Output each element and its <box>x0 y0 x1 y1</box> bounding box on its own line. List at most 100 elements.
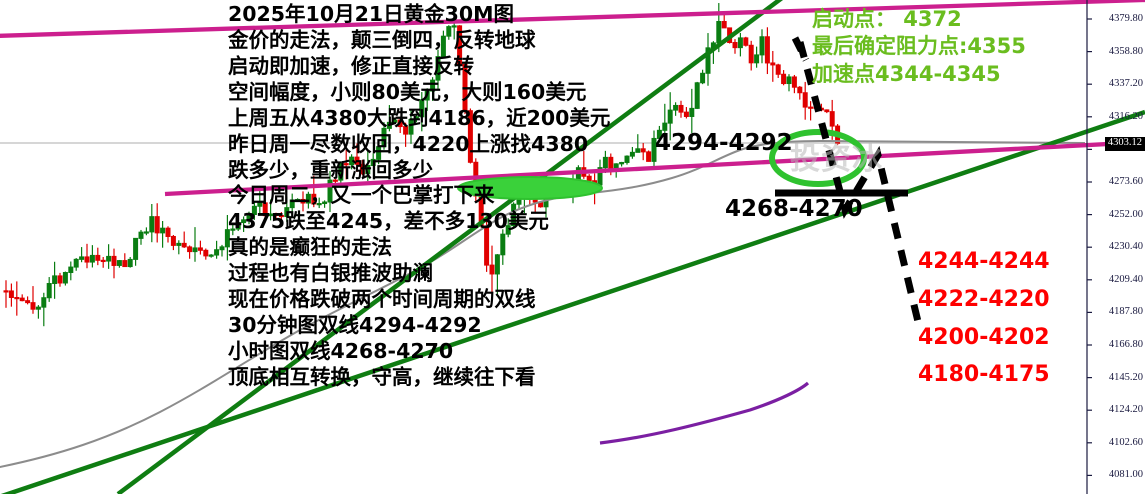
green-channel-lower <box>0 109 1145 494</box>
green-target-block: 启动点： 4372 最后确定阻力点:4355 加速点4344-4345 <box>812 6 1026 88</box>
candle-body <box>68 266 74 274</box>
candle-body <box>381 127 387 148</box>
price-axis-tick-label: 4187.80 <box>1108 306 1143 318</box>
candle-body <box>462 63 468 112</box>
forecast-zigzag-path <box>796 41 924 331</box>
candle-body <box>138 231 144 239</box>
candle-body <box>187 246 193 253</box>
candle-body <box>278 214 284 218</box>
candle-body <box>122 260 128 268</box>
candle-body <box>46 283 52 299</box>
candle-body <box>781 73 787 85</box>
candle-body <box>824 109 830 113</box>
price-axis-tick-label: 4081.00 <box>1108 469 1143 481</box>
candle-body <box>79 256 85 260</box>
candle-body <box>133 237 139 260</box>
candle-body <box>41 297 47 308</box>
candle-body <box>305 193 311 204</box>
candle-body <box>791 76 797 88</box>
candle-body <box>224 229 230 248</box>
current-price-badge: 4303.12 <box>1104 137 1145 151</box>
candle-body <box>748 44 754 64</box>
note-line-10: 真的是癫狂的走法 <box>228 235 392 260</box>
axis-tick-marks <box>1087 18 1092 476</box>
candle-body <box>656 129 662 139</box>
candle-body <box>505 225 511 235</box>
candle-body <box>511 203 517 227</box>
candle-body <box>73 258 79 268</box>
candle-body <box>284 207 290 218</box>
candle-body <box>322 201 328 205</box>
green-highlight-ellipse-left <box>457 176 603 200</box>
note-line-2: 金价的走法，颠三倒四，反转地球 <box>228 27 536 52</box>
candle-body <box>430 79 436 92</box>
candle-body <box>424 90 430 101</box>
green-target-line-1: 启动点： 4372 <box>812 7 962 31</box>
candle-body <box>219 246 225 251</box>
candle-body <box>737 37 743 49</box>
candle-body <box>376 146 382 160</box>
candle-body <box>678 104 684 113</box>
candle-body <box>619 161 625 165</box>
forecast-zigzag-lead <box>791 36 810 62</box>
candle-body <box>365 165 371 175</box>
price-axis-tick-label: 4337.20 <box>1108 78 1143 90</box>
candle-body <box>197 247 203 251</box>
candle-body <box>84 256 90 263</box>
candle-body <box>127 258 133 268</box>
candle-body <box>451 25 457 28</box>
candle-body <box>95 254 101 261</box>
candle-body <box>392 119 398 123</box>
candle-body <box>35 306 41 310</box>
price-axis-tick-label: 4166.80 <box>1108 339 1143 350</box>
candle-body <box>651 137 657 162</box>
candle-body <box>662 122 668 131</box>
candle-body <box>14 296 20 300</box>
candle-body <box>106 255 112 262</box>
candle-body <box>170 235 176 246</box>
candle-body <box>370 158 376 167</box>
price-axis-tick-label: 4252.00 <box>1108 208 1143 220</box>
candle-body <box>230 228 236 231</box>
candle-body <box>754 54 760 64</box>
candle-body <box>602 156 608 169</box>
candle-body <box>797 86 803 94</box>
candle-body <box>500 233 506 256</box>
note-line-4: 空间幅度，小则80美元，大则160美元 <box>228 79 587 104</box>
price-axis-tick-label: 4145.20 <box>1108 371 1143 383</box>
candle-body <box>624 155 630 163</box>
candle-body <box>262 202 268 217</box>
candle-body <box>494 254 500 275</box>
candle-body <box>241 219 247 224</box>
candle-body <box>214 249 220 256</box>
candle-body <box>192 247 198 253</box>
level-label-1h: 4268-4270 <box>725 196 863 222</box>
candle-body <box>775 64 781 75</box>
note-line-8: 今日周二，又一个巴掌打下来 <box>228 183 495 208</box>
green-target-line-3: 加速点4344-4345 <box>812 61 1001 86</box>
note-line-9: 4375跌至4245，差不多130美元 <box>228 209 549 234</box>
candle-body <box>743 37 749 46</box>
note-line-15: 顶底相互转换，守高，继续往下看 <box>228 364 536 389</box>
price-axis-tick-label: 4316.20 <box>1108 110 1143 122</box>
analysis-note-block: 2025年10月21日黄金30M图 金价的走法，颠三倒四，反转地球 启动即加速，… <box>228 2 698 391</box>
candle-body <box>446 26 452 37</box>
candle-body <box>257 202 263 207</box>
candle-body <box>143 231 149 234</box>
candle-body <box>667 109 673 124</box>
candle-body <box>802 92 808 108</box>
candle-body <box>89 254 95 263</box>
candle-body <box>635 148 641 153</box>
candle-body <box>295 198 301 202</box>
red-target-line-2: 4222-4220 <box>918 286 1050 312</box>
candle-body <box>160 227 166 234</box>
purple-ma-line <box>599 381 810 445</box>
price-axis-tick-label: 4230.40 <box>1108 241 1143 253</box>
candle-body <box>759 36 765 56</box>
red-target-line-3: 4200-4202 <box>918 324 1050 350</box>
green-channel-upper <box>116 0 784 494</box>
candle-body <box>673 104 679 111</box>
candle-body <box>52 275 58 285</box>
candle-body <box>408 119 414 135</box>
